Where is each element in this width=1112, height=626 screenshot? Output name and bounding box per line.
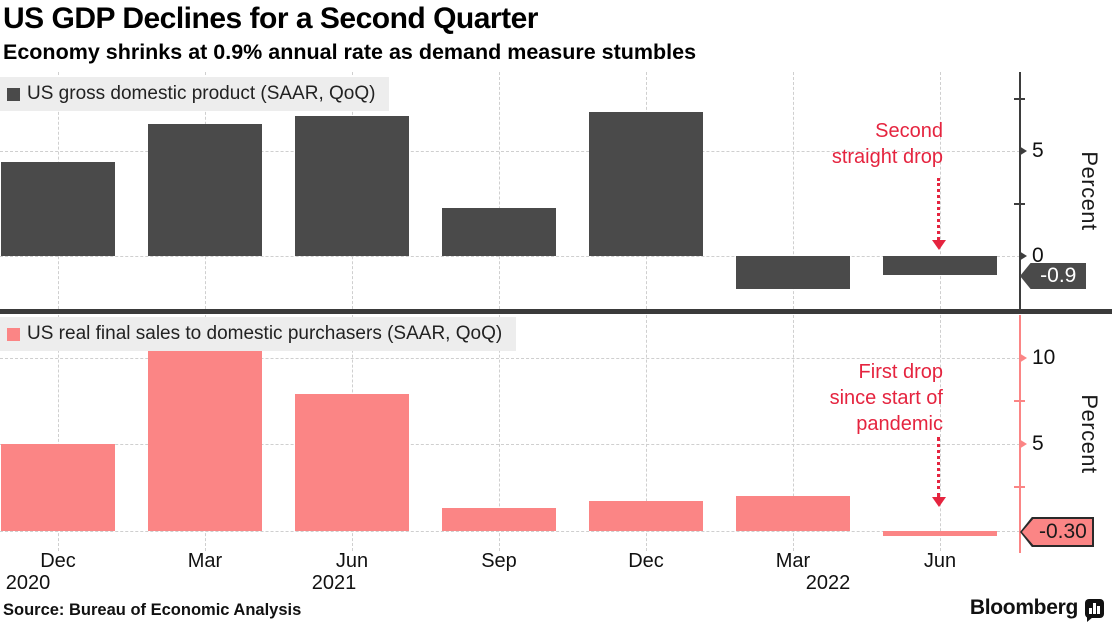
y-tick-minor bbox=[1014, 486, 1025, 489]
tick-triangle-icon bbox=[1019, 353, 1027, 364]
gridline-h bbox=[0, 358, 1020, 360]
y-tick-minor bbox=[1014, 98, 1025, 101]
bloomberg-brand: Bloomberg bbox=[969, 596, 1104, 622]
final-sales-y-axis-label: Percent bbox=[1077, 394, 1102, 474]
tick-triangle-icon bbox=[1019, 146, 1027, 157]
bar-Dec-2020 bbox=[1, 444, 115, 531]
gdp-legend-label: US gross domestic product (SAAR, QoQ) bbox=[27, 83, 376, 104]
bar-Jun-2021 bbox=[295, 115, 409, 256]
bar-Dec-2021 bbox=[589, 501, 703, 531]
chart-title: US GDP Declines for a Second Quarter bbox=[3, 2, 538, 35]
x-tick-month: Sep bbox=[481, 550, 517, 572]
chart-subtitle: Economy shrinks at 0.9% annual rate as d… bbox=[3, 40, 697, 64]
y-tick-label: 5 bbox=[1032, 139, 1044, 163]
panel-separator bbox=[0, 309, 1112, 314]
y-tick-label: 10 bbox=[1032, 346, 1056, 370]
gridline-v bbox=[940, 72, 941, 309]
gridline-h bbox=[0, 255, 1020, 257]
bar-Jun-2022 bbox=[883, 530, 997, 536]
x-axis: Dec Mar Jun Sep Dec Mar Jun 2020 2021 2022 bbox=[0, 548, 1112, 598]
x-tick-month: Dec bbox=[40, 550, 76, 572]
gdp-value-tag: -0.9 bbox=[1020, 263, 1086, 289]
tick-triangle-icon bbox=[1019, 439, 1027, 450]
gdp-y-axis-label: Percent bbox=[1077, 151, 1102, 231]
gridline-h bbox=[0, 151, 1020, 153]
y-tick-label: 0 bbox=[1032, 243, 1044, 267]
x-tick-year: 2021 bbox=[311, 572, 357, 594]
bar-Mar-2021 bbox=[148, 351, 262, 531]
x-tick-month: Jun bbox=[335, 550, 369, 572]
y-axis-line bbox=[1019, 315, 1021, 553]
gridline-v bbox=[940, 315, 941, 551]
gdp-value-tag-text: -0.9 bbox=[1040, 264, 1077, 287]
gridline-h bbox=[0, 530, 1020, 532]
bar-Sep-2021 bbox=[442, 508, 556, 531]
x-tick-month: Mar bbox=[775, 550, 811, 572]
annotation-arrow-down-icon bbox=[932, 497, 946, 507]
final-sales-chart-panel: 5 10 US real final sales to domestic purc… bbox=[0, 315, 1112, 553]
annotation-second-straight-drop: Second straight drop bbox=[831, 120, 943, 168]
y-tick-minor bbox=[1014, 400, 1025, 403]
x-tick-month: Dec bbox=[628, 550, 664, 572]
annotation-arrow-line bbox=[937, 178, 940, 240]
final-sales-legend: US real final sales to domestic purchase… bbox=[0, 317, 517, 351]
gdp-chart-panel: 0 5 US gross domestic product (SAAR, QoQ)… bbox=[0, 72, 1112, 310]
bar-Sep-2021 bbox=[442, 207, 556, 256]
x-tick-month: Jun bbox=[923, 550, 957, 572]
annotation-arrow-line bbox=[937, 437, 940, 497]
gridline-v bbox=[793, 315, 794, 551]
bloomberg-logo-icon bbox=[1085, 598, 1104, 622]
gdp-legend-swatch-icon bbox=[7, 87, 20, 101]
tick-triangle-icon bbox=[1019, 250, 1027, 261]
gridline-v bbox=[499, 315, 500, 551]
final-sales-legend-label: US real final sales to domestic purchase… bbox=[27, 323, 503, 344]
bar-Jun-2021 bbox=[295, 394, 409, 531]
gridline-v bbox=[499, 72, 500, 309]
bar-Mar-2022 bbox=[736, 255, 850, 290]
bar-Dec-2020 bbox=[1, 161, 115, 256]
y-tick-minor bbox=[1014, 202, 1025, 205]
x-tick-year: 2020 bbox=[5, 572, 51, 594]
bar-Dec-2021 bbox=[589, 111, 703, 256]
annotation-arrow-down-icon bbox=[932, 240, 946, 250]
gridline-v bbox=[58, 315, 59, 551]
source-note: Source: Bureau of Economic Analysis bbox=[3, 601, 302, 619]
gdp-legend: US gross domestic product (SAAR, QoQ) bbox=[0, 77, 390, 111]
y-axis-line bbox=[1019, 72, 1021, 310]
bar-Mar-2021 bbox=[148, 124, 262, 256]
final-sales-value-tag-text: -0.30 bbox=[1038, 520, 1087, 543]
x-tick-month: Mar bbox=[187, 550, 223, 572]
final-sales-value-tag-fill bbox=[1022, 519, 1092, 545]
gridline-v bbox=[646, 315, 647, 551]
final-sales-legend-swatch-icon bbox=[7, 327, 20, 341]
bloomberg-wordmark: Bloomberg bbox=[969, 596, 1078, 619]
y-tick-label: 5 bbox=[1032, 432, 1044, 456]
annotation-first-drop-pandemic: First drop since start of pandemic bbox=[829, 361, 943, 435]
bar-Mar-2022 bbox=[736, 496, 850, 531]
x-tick-year: 2022 bbox=[805, 572, 851, 594]
final-sales-value-tag: -0.30 bbox=[1020, 517, 1094, 547]
gridline-v bbox=[793, 72, 794, 309]
gridline-h bbox=[0, 444, 1020, 446]
bar-Jun-2022 bbox=[883, 255, 997, 275]
